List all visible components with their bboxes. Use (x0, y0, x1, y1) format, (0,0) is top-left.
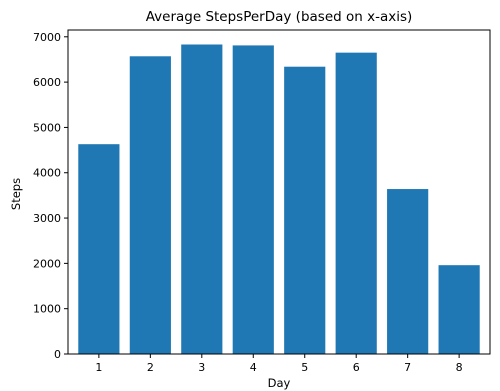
x-tick-label: 1 (95, 361, 102, 374)
x-axis-ticks: 1 2 3 4 5 6 7 8 (95, 354, 463, 374)
x-tick-label: 8 (456, 361, 463, 374)
x-axis-label: Day (268, 376, 291, 390)
bar-day-1 (78, 144, 120, 354)
y-tick-label: 0 (54, 348, 61, 361)
chart-title: Average StepsPerDay (based on x-axis) (146, 9, 413, 25)
y-tick-label: 2000 (33, 257, 61, 270)
bar-day-3 (181, 44, 223, 354)
x-tick-label: 2 (147, 361, 154, 374)
bar-day-5 (284, 66, 326, 354)
bar-day-6 (335, 52, 377, 354)
x-tick-label: 3 (198, 361, 205, 374)
y-axis-label: Steps (9, 178, 23, 210)
x-tick-label: 5 (301, 361, 308, 374)
bar-day-7 (387, 189, 429, 354)
x-tick-label: 4 (250, 361, 257, 374)
y-tick-label: 7000 (33, 31, 61, 44)
y-tick-label: 1000 (33, 303, 61, 316)
bar-day-4 (232, 45, 274, 355)
bar-day-2 (129, 56, 171, 354)
y-tick-label: 4000 (33, 167, 61, 180)
x-tick-label: 6 (353, 361, 360, 374)
y-tick-label: 6000 (33, 76, 61, 89)
y-tick-label: 3000 (33, 212, 61, 225)
plot-frame (67, 29, 491, 355)
y-axis-ticks: 0 1000 2000 3000 4000 5000 6000 7000 (33, 31, 68, 361)
y-tick-label: 5000 (33, 121, 61, 134)
x-tick-label: 7 (404, 361, 411, 374)
bars-group (78, 44, 480, 355)
bar-day-8 (438, 265, 480, 354)
